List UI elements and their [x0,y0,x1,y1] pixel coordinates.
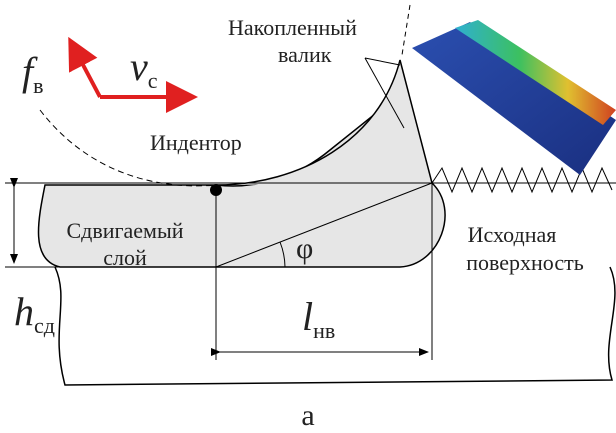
pointer [402,5,410,55]
label: φ [296,232,313,265]
label: валик [278,42,332,67]
symbol: h [14,289,34,334]
label: fв [22,49,44,98]
subscript: с [148,68,158,93]
subscript: в [33,73,43,98]
label: поверхность [466,250,584,275]
symbol: v [130,44,148,89]
pointer [365,58,400,65]
label: Накопленный [228,15,357,40]
diagram: Накопленный валик fв vс Индентор Сдвигае… [0,0,616,433]
indenter [216,60,432,185]
subscript: сд [34,313,55,338]
label: hсд [14,289,55,338]
label: Сдвигаемый [66,218,183,243]
force-arrow [72,44,100,97]
label: vс [130,44,158,93]
rough-surface [432,168,612,192]
symbol: l [302,294,313,339]
caption: а [301,399,314,432]
label: Исходная [468,222,557,247]
subscript: нв [313,318,335,343]
label: lнв [302,294,335,343]
contact-point [210,184,222,196]
label: Индентор [150,130,242,155]
label: слой [103,245,147,270]
